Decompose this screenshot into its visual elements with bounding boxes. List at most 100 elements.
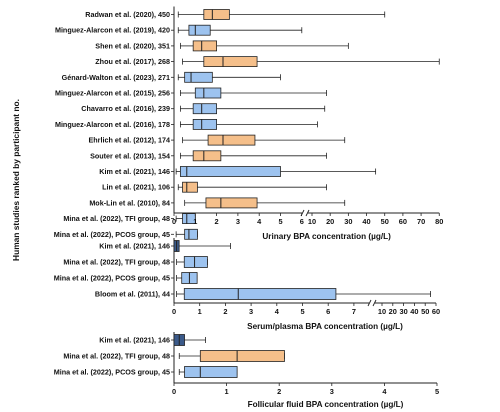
box-iqr [184,366,238,378]
box-row: Génard-Walton et al. (2023), 271 [62,71,281,83]
follicular-panel: Kim et al. (2021), 146 Mina et al. (2022)… [54,332,439,409]
x-tick-label: 0 [172,217,176,226]
y-axis-title: Human studies ranked by participant no. [11,99,21,261]
x-tick-label: 10 [308,217,316,226]
box-iqr [184,228,198,240]
serum-panel: Kim et al. (2021), 146 Mina et al. (2022)… [54,238,440,331]
urinary-panel: Radwan et al. (2020), 450 Minguez-Alarcon… [54,6,443,241]
x-tick-label: 3 [330,387,334,396]
box-iqr [199,350,285,362]
box-row: Zhou et al. (2017), 268 [95,56,440,67]
x-tick-label: 1 [225,387,229,396]
axis-break-mark [300,209,305,217]
box-iqr [183,256,208,268]
axis-break-gap [302,209,308,217]
box-iqr [203,9,230,20]
axis-break-mark [367,299,372,307]
row-label: Mok-Lin et al. (2010), 84 [89,198,170,207]
box-row: Kim et al. (2021), 146 [99,334,206,346]
x-tick-label: 1 [198,307,202,316]
box-row: Mina et al. (2022), TFI group, 48 [63,350,285,362]
box-row: Minguez-Alarcon et al. (2019), 420 [55,24,303,36]
axis-break-gap [369,299,375,307]
x-tick-label: 5 [435,387,439,396]
box-row: Mina et al. (2022), PCOS group, 45 [54,228,198,240]
box-row: Kim et al. (2021), 146 [99,240,231,252]
row-label: Shen et al. (2020), 351 [95,41,170,50]
x-tick-label: 60 [399,217,407,226]
x-tick-label: 2 [215,217,219,226]
x-tick-label: 50 [381,217,389,226]
x-tick-label: 3 [236,217,240,226]
box-row: Ehrlich et al. (2012), 174 [89,134,346,146]
x-tick-label: 50 [421,307,429,316]
box-iqr [179,166,281,177]
x-tick-label: 3 [249,307,253,316]
box-row: Mina et al. (2022), PCOS group, 45 [54,272,198,284]
x-axis-title: Urinary BPA concentration (µg/L) [262,232,391,241]
axis-break-mark [305,209,310,217]
box-row: Minguez-Alarcon et al. (2015), 256 [55,87,327,99]
box-row: Mina et al. (2022), TFI group, 48 [63,213,196,225]
x-tick-label: 0 [172,387,176,396]
row-label: Kim et al. (2021), 146 [99,336,170,345]
x-axis-title: Follicular fluid BPA concentration (µg/L… [248,400,404,409]
box-row: Bloom et al. (2011), 44 [95,288,432,300]
x-tick-label: 80 [435,217,443,226]
row-label: Souter et al. (2013), 154 [90,151,170,160]
x-tick-label: 6 [326,307,330,316]
x-tick-label: 5 [278,217,282,226]
x-tick-label: 10 [378,307,386,316]
axis-break-mark [372,299,377,307]
row-label: Minguez-Alarcon et al. (2019), 420 [55,26,170,35]
x-tick-label: 5 [300,307,304,316]
box-row: Souter et al. (2013), 154 [90,150,327,162]
box-iqr [192,119,217,130]
row-label: Minguez-Alarcon et al. (2015), 256 [55,89,170,98]
x-tick-label: 60 [432,307,440,316]
row-label: Mina et al. (2022), TFI group, 48 [63,214,170,223]
x-axis-title: Serum/plasma BPA concentration (µg/L) [247,322,403,331]
row-label: Minguez-Alarcon et al. (2016), 178 [55,120,170,129]
x-tick-label: 0 [172,307,176,316]
box-iqr [188,24,211,36]
x-tick-label: 20 [389,307,397,316]
x-tick-label: 30 [344,217,352,226]
box-iqr [192,150,222,162]
x-tick-label: 40 [410,307,418,316]
row-label: Mina et al. (2022), PCOS group, 45 [54,368,170,377]
row-label: Mina et al. (2022), TFI group, 48 [63,258,170,267]
box-row: Mok-Lin et al. (2010), 84 [89,197,346,209]
x-tick-label: 4 [275,307,280,316]
row-label: Zhou et al. (2017), 268 [95,57,170,66]
box-iqr [203,56,258,67]
box-row: Kim et al. (2021), 146 [99,166,377,177]
x-tick-label: 7 [352,307,356,316]
row-label: Bloom et al. (2011), 44 [95,290,170,299]
box-iqr [205,197,258,209]
x-tick-label: 4 [257,217,262,226]
x-tick-label: 30 [399,307,407,316]
row-label: Mina et al. (2022), TFI group, 48 [63,352,170,361]
box-row: Mina et al. (2022), TFI group, 48 [63,256,208,268]
box-row: Shen et al. (2020), 351 [95,40,349,52]
box-iqr [192,103,217,115]
box-iqr [207,134,256,146]
box-iqr [192,40,217,52]
x-tick-label: 70 [417,217,425,226]
row-label: Chavarro et al. (2016), 239 [81,104,170,113]
row-label: Kim et al. (2021), 146 [99,242,170,251]
box-row: Lin et al. (2021), 106 [102,181,327,193]
x-tick-label: 1 [193,217,197,226]
row-label: Kim et al. (2021), 146 [99,167,170,176]
box-row: Minguez-Alarcon et al. (2016), 178 [55,119,318,130]
box-iqr [182,213,196,225]
row-label: Mina et al. (2022), PCOS group, 45 [54,274,170,283]
row-label: Mina et al. (2022), PCOS group, 45 [54,230,170,239]
box-iqr [183,288,337,300]
x-tick-label: 2 [277,387,281,396]
box-row: Radwan et al. (2020), 450 [85,9,386,20]
x-tick-label: 6 [300,217,304,226]
box-row: Chavarro et al. (2016), 239 [81,103,326,115]
